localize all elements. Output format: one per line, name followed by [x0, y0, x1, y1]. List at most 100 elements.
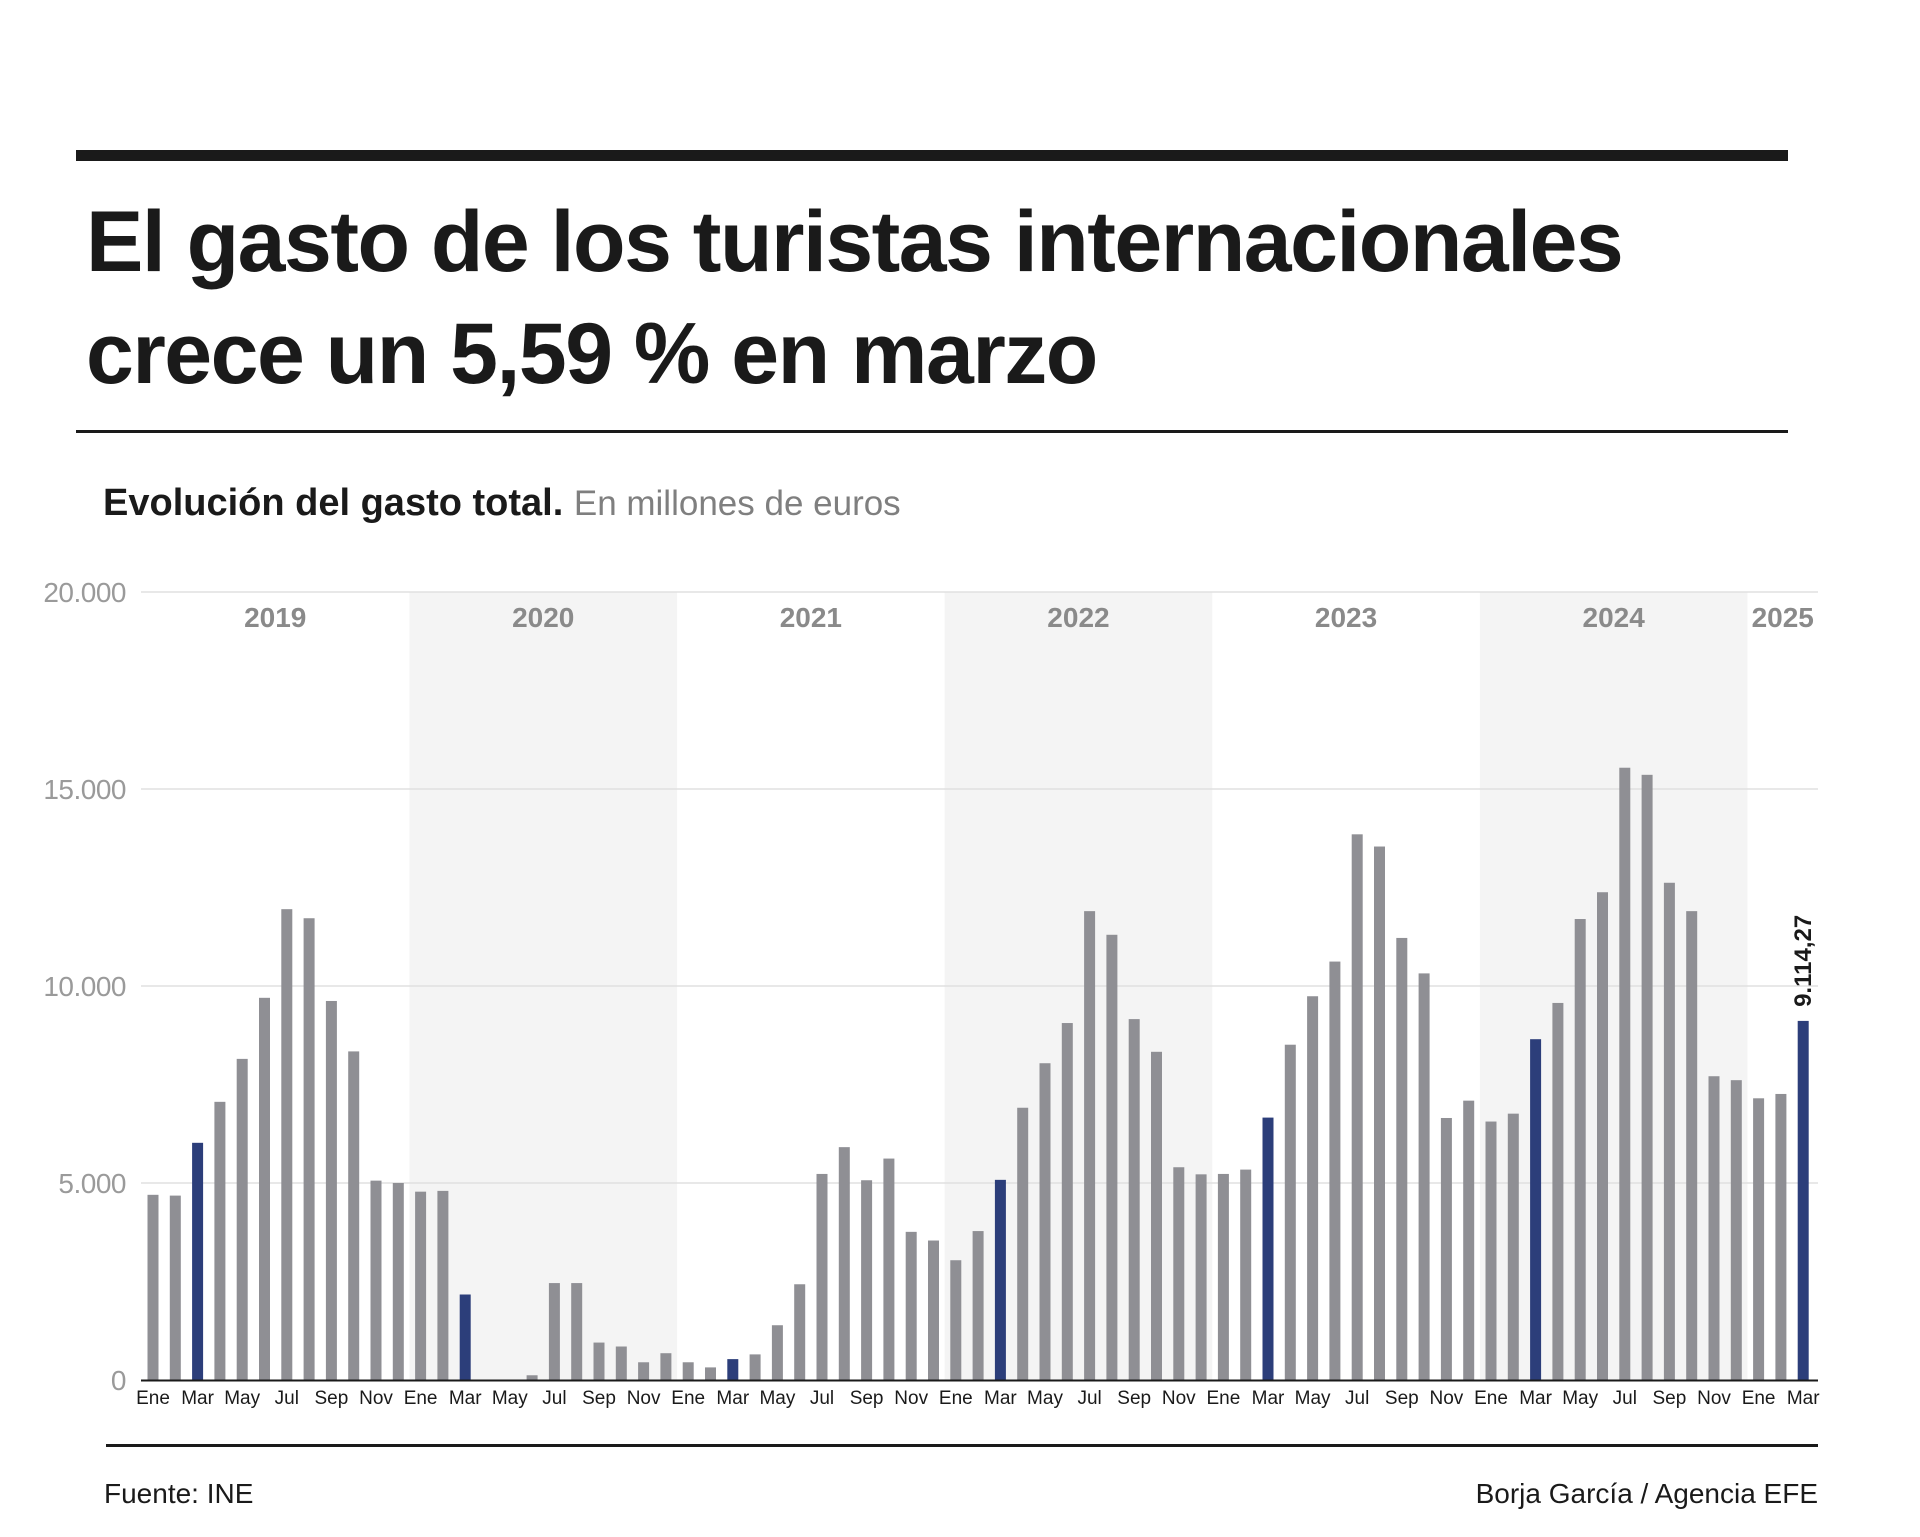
x-tick-label: Ene: [671, 1388, 705, 1409]
bar-2024-11: [1708, 1076, 1720, 1380]
subtitle-main: Evolución del gasto total.: [103, 482, 564, 524]
bar-2020-9: [593, 1342, 605, 1380]
x-tick-label: Sep: [850, 1388, 884, 1409]
x-tick-label: Mar: [1787, 1388, 1820, 1409]
x-tick-label: Mar: [716, 1388, 749, 1409]
year-label-2025: 2025: [1752, 602, 1814, 633]
headline-rule: [76, 430, 1788, 433]
bar-2021-9: [861, 1180, 873, 1380]
bar-2023-5: [1307, 996, 1319, 1380]
bar-2023-2: [1240, 1169, 1252, 1380]
chart-subtitle: Evolución del gasto total. En millones d…: [103, 478, 901, 529]
bar-2022-8: [1106, 934, 1118, 1380]
bar-2021-2: [705, 1367, 716, 1380]
source-note: Fuente: INE: [104, 1478, 254, 1509]
x-tick-label: Sep: [1385, 1388, 1419, 1409]
x-tick-label: Sep: [1652, 1388, 1686, 1409]
y-tick-label: 5.000: [58, 1168, 126, 1199]
y-tick-label: 15.000: [43, 774, 126, 805]
year-label-2019: 2019: [244, 602, 306, 633]
footer-rule: [106, 1444, 1818, 1447]
bar-2024-2: [1507, 1113, 1519, 1380]
bar-2024-1: [1485, 1121, 1497, 1380]
bar-2023-1: [1217, 1173, 1229, 1380]
bar-2020-3: [459, 1294, 471, 1380]
x-tick-label: Ene: [1742, 1388, 1776, 1409]
bar-2024-12: [1730, 1080, 1742, 1380]
year-label-2021: 2021: [780, 602, 842, 633]
x-tick-label: Sep: [314, 1388, 348, 1409]
x-tick-label: Ene: [939, 1388, 973, 1409]
x-tick-label: Mar: [1252, 1388, 1285, 1409]
bar-2019-12: [392, 1183, 404, 1380]
bar-2019-6: [259, 997, 270, 1380]
bar-2023-3: [1262, 1117, 1274, 1380]
bar-2021-4: [749, 1354, 761, 1380]
year-label-2020: 2020: [512, 602, 574, 633]
bar-2021-1: [682, 1362, 694, 1380]
bar-2025-2: [1775, 1093, 1787, 1380]
x-tick-label: Jul: [542, 1388, 566, 1409]
bar-2021-6: [794, 1284, 806, 1380]
bar-2024-3: [1530, 1039, 1542, 1380]
bar-2021-10: [883, 1158, 895, 1380]
bar-2019-7: [281, 909, 293, 1380]
bar-2020-2: [437, 1190, 449, 1380]
x-tick-label: May: [224, 1388, 260, 1409]
data-label-last: 9.114,27: [1790, 915, 1817, 1007]
bar-2019-10: [348, 1051, 360, 1380]
bar-2019-3: [192, 1142, 204, 1380]
x-tick-label: Jul: [1345, 1388, 1369, 1409]
year-label-2023: 2023: [1315, 602, 1377, 633]
bar-2024-7: [1619, 767, 1631, 1380]
year-label-2022: 2022: [1047, 602, 1109, 633]
x-tick-label: Sep: [582, 1388, 616, 1409]
bar-2023-4: [1284, 1044, 1296, 1380]
bar-2021-12: [928, 1240, 939, 1380]
x-tick-label: Nov: [627, 1388, 661, 1409]
x-tick-label: Jul: [1077, 1388, 1101, 1409]
x-tick-label: Mar: [984, 1388, 1017, 1409]
x-tick-label: Ene: [136, 1388, 170, 1409]
x-tick-label: May: [492, 1388, 528, 1409]
x-tick-label: Jul: [810, 1388, 834, 1409]
x-tick-label: Mar: [1519, 1388, 1552, 1409]
x-tick-label: Mar: [449, 1388, 482, 1409]
bar-2022-2: [972, 1231, 984, 1380]
bar-2023-6: [1329, 961, 1341, 1380]
bar-2024-6: [1597, 892, 1608, 1380]
bar-2022-3: [994, 1179, 1006, 1380]
x-tick-label: Nov: [1162, 1388, 1196, 1409]
x-tick-label: Nov: [1430, 1388, 1464, 1409]
bar-2021-3: [727, 1359, 739, 1380]
bar-2024-10: [1686, 911, 1698, 1380]
bar-2024-5: [1574, 919, 1586, 1380]
subtitle-unit: En millones de euros: [573, 484, 901, 523]
headline: El gasto de los turistas internacionales…: [86, 194, 1624, 402]
bar-2021-7: [816, 1173, 828, 1380]
bar-2019-5: [236, 1058, 248, 1380]
bar-2023-11: [1440, 1117, 1452, 1380]
x-tick-label: Ene: [404, 1388, 438, 1409]
bar-2019-9: [325, 1000, 337, 1380]
bar-2020-7: [548, 1283, 560, 1380]
bar-2020-6: [526, 1375, 538, 1380]
x-tick-label: Nov: [359, 1388, 393, 1409]
bar-2022-6: [1061, 1023, 1073, 1380]
bar-2024-9: [1663, 882, 1675, 1380]
x-tick-label: Nov: [894, 1388, 928, 1409]
bar-2019-4: [214, 1101, 226, 1380]
bar-2023-12: [1463, 1100, 1475, 1380]
bar-2022-11: [1173, 1167, 1185, 1380]
bar-2025-1: [1753, 1098, 1765, 1380]
bar-2022-5: [1039, 1063, 1051, 1380]
bar-2019-8: [303, 918, 315, 1380]
bar-2020-11: [638, 1362, 650, 1380]
x-tick-label: Jul: [275, 1388, 299, 1409]
bar-2023-7: [1351, 834, 1363, 1380]
bar-2022-4: [1017, 1107, 1029, 1380]
x-tick-label: Ene: [1206, 1388, 1240, 1409]
x-tick-label: May: [759, 1388, 795, 1409]
top-rule: [76, 150, 1788, 161]
